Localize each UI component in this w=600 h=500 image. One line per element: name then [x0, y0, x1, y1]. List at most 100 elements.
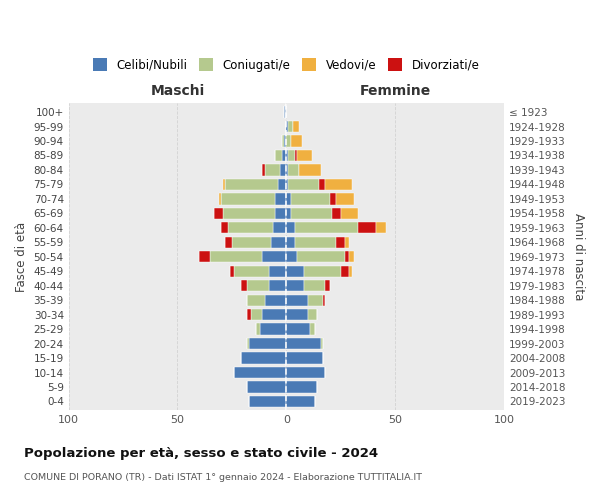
Bar [319, 179, 325, 190]
Bar [325, 179, 352, 190]
Bar [226, 236, 232, 248]
Bar [297, 150, 313, 161]
Bar [297, 251, 345, 262]
Bar [341, 266, 349, 277]
Bar [250, 338, 286, 349]
Bar [247, 309, 251, 320]
Bar [234, 266, 269, 277]
Bar [275, 193, 286, 204]
Bar [275, 150, 282, 161]
Bar [241, 280, 247, 291]
Bar [262, 309, 286, 320]
Bar [290, 136, 302, 146]
Bar [250, 396, 286, 407]
Bar [247, 280, 269, 291]
Bar [286, 121, 289, 132]
Bar [241, 352, 286, 364]
Bar [295, 150, 297, 161]
Text: Popolazione per età, sesso e stato civile - 2024: Popolazione per età, sesso e stato civil… [24, 448, 378, 460]
Bar [289, 179, 319, 190]
Bar [349, 251, 354, 262]
Bar [286, 382, 317, 392]
Bar [286, 266, 304, 277]
Bar [284, 136, 286, 146]
Bar [337, 193, 354, 204]
Bar [210, 251, 262, 262]
Bar [284, 106, 286, 118]
Text: Maschi: Maschi [151, 84, 205, 98]
Bar [265, 294, 286, 306]
Bar [278, 179, 286, 190]
Bar [251, 309, 262, 320]
Bar [221, 193, 275, 204]
Bar [247, 294, 265, 306]
Bar [332, 208, 341, 219]
Bar [330, 193, 337, 204]
Bar [289, 164, 299, 175]
Bar [271, 236, 286, 248]
Bar [286, 193, 290, 204]
Bar [289, 150, 295, 161]
Bar [247, 382, 286, 392]
Text: Femmine: Femmine [359, 84, 431, 98]
Bar [286, 396, 314, 407]
Bar [234, 367, 286, 378]
Y-axis label: Anni di nascita: Anni di nascita [572, 213, 585, 300]
Bar [345, 236, 349, 248]
Bar [219, 193, 221, 204]
Bar [286, 280, 304, 291]
Bar [290, 208, 332, 219]
Bar [286, 367, 325, 378]
Bar [341, 208, 358, 219]
Bar [304, 280, 325, 291]
Bar [299, 164, 321, 175]
Legend: Celibi/Nubili, Coniugati/e, Vedovi/e, Divorziati/e: Celibi/Nubili, Coniugati/e, Vedovi/e, Di… [88, 54, 485, 76]
Bar [325, 280, 330, 291]
Bar [223, 179, 226, 190]
Bar [282, 136, 284, 146]
Bar [269, 266, 286, 277]
Bar [295, 236, 337, 248]
Bar [321, 338, 323, 349]
Bar [275, 208, 286, 219]
Bar [286, 309, 308, 320]
Bar [227, 222, 273, 234]
Bar [260, 324, 286, 335]
Bar [256, 324, 260, 335]
Bar [221, 222, 227, 234]
Bar [223, 208, 275, 219]
Bar [308, 309, 317, 320]
Bar [304, 266, 341, 277]
Text: COMUNE DI PORANO (TR) - Dati ISTAT 1° gennaio 2024 - Elaborazione TUTTITALIA.IT: COMUNE DI PORANO (TR) - Dati ISTAT 1° ge… [24, 472, 422, 482]
Bar [286, 324, 310, 335]
Bar [273, 222, 286, 234]
Bar [286, 251, 297, 262]
Bar [290, 193, 330, 204]
Bar [295, 222, 358, 234]
Bar [349, 266, 352, 277]
Bar [286, 352, 323, 364]
Bar [286, 338, 321, 349]
Bar [247, 338, 250, 349]
Bar [286, 164, 289, 175]
Bar [323, 294, 325, 306]
Bar [199, 251, 210, 262]
Bar [232, 236, 271, 248]
Bar [214, 208, 223, 219]
Bar [226, 179, 278, 190]
Bar [286, 136, 290, 146]
Bar [262, 164, 265, 175]
Bar [286, 222, 295, 234]
Bar [376, 222, 386, 234]
Bar [289, 121, 293, 132]
Bar [286, 179, 289, 190]
Bar [280, 164, 286, 175]
Bar [286, 208, 290, 219]
Y-axis label: Fasce di età: Fasce di età [15, 222, 28, 292]
Bar [358, 222, 376, 234]
Bar [230, 266, 234, 277]
Bar [282, 150, 286, 161]
Bar [345, 251, 349, 262]
Bar [265, 164, 280, 175]
Bar [262, 251, 286, 262]
